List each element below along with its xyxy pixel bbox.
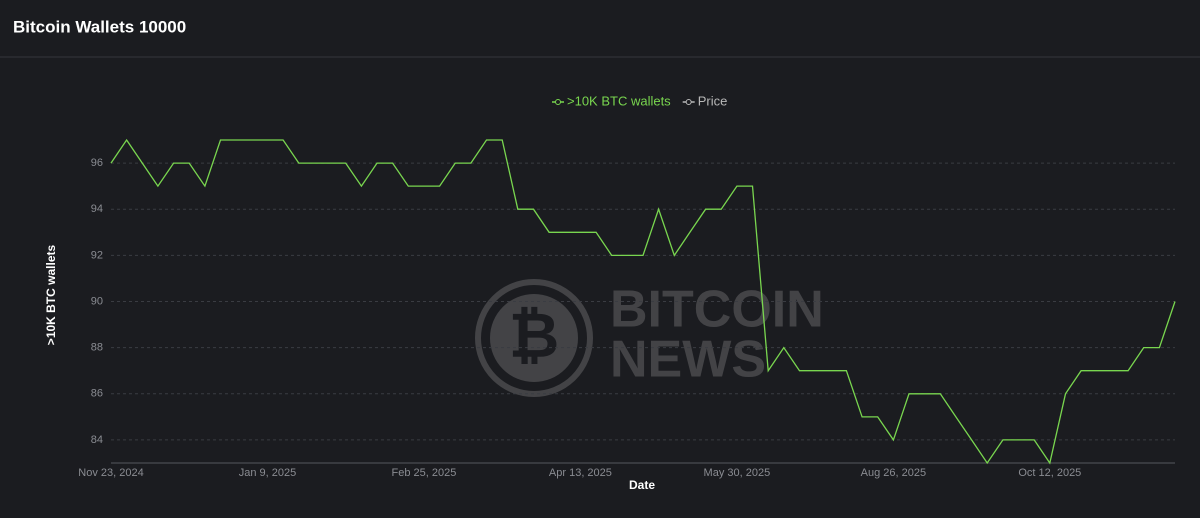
x-tick-label: May 30, 2025 — [704, 467, 771, 479]
watermark-text: NEWS — [610, 331, 766, 389]
y-tick-label: 86 — [91, 388, 103, 400]
y-tick-label: 90 — [91, 295, 103, 307]
watermark-symbol: ₿ — [509, 301, 560, 370]
legend-label: Price — [698, 93, 728, 108]
legend-swatch — [685, 99, 692, 105]
x-tick-label: Apr 13, 2025 — [549, 467, 612, 479]
data-line — [110, 138, 1176, 465]
x-tick-label: Nov 23, 2024 — [78, 467, 143, 479]
x-tick-label: Aug 26, 2025 — [861, 467, 926, 479]
x-tick-label: Jan 9, 2025 — [239, 467, 297, 479]
y-axis-label: >10K BTC wallets — [44, 244, 58, 345]
y-tick-label: 96 — [91, 157, 103, 169]
x-tick-label: Oct 12, 2025 — [1018, 467, 1081, 479]
legend-swatch — [555, 99, 561, 105]
y-tick-label: 94 — [91, 203, 103, 215]
y-tick-label: 92 — [91, 249, 103, 261]
x-tick-label: Feb 25, 2025 — [392, 467, 457, 479]
legend-label: >10K BTC wallets — [567, 93, 671, 108]
page-title: Bitcoin Wallets 10000 — [13, 17, 186, 36]
y-tick-label: 88 — [91, 342, 103, 354]
watermark-logo — [490, 294, 578, 382]
y-tick-label: 84 — [91, 434, 103, 446]
watermark-text: BITCOIN — [610, 281, 824, 339]
x-axis-label: Date — [629, 478, 655, 492]
